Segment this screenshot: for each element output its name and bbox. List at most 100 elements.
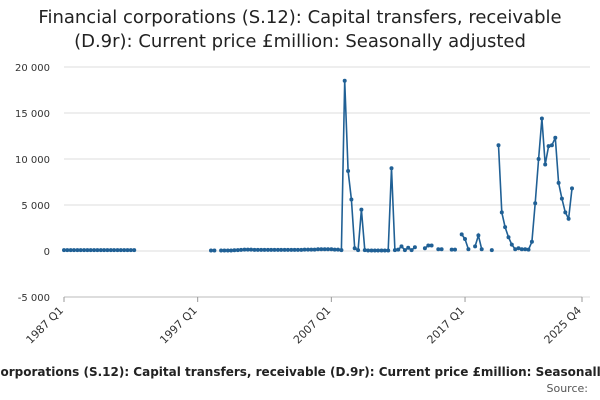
data-point[interactable] (275, 247, 280, 252)
data-point[interactable] (563, 210, 568, 215)
data-point[interactable] (212, 248, 217, 253)
data-point[interactable] (570, 186, 574, 191)
data-point[interactable] (252, 247, 257, 252)
data-point[interactable] (539, 116, 544, 121)
data-point[interactable] (242, 247, 247, 252)
data-point[interactable] (346, 169, 351, 173)
data-point[interactable] (463, 237, 467, 241)
data-point[interactable] (302, 247, 307, 252)
data-point[interactable] (429, 243, 434, 248)
data-point[interactable] (292, 247, 297, 252)
data-point[interactable] (259, 247, 264, 252)
data-point[interactable] (319, 247, 324, 252)
data-point[interactable] (412, 245, 417, 250)
data-point[interactable] (235, 248, 240, 253)
data-point[interactable] (269, 247, 274, 252)
data-point[interactable] (309, 247, 314, 252)
data-point[interactable] (556, 180, 561, 185)
data-point[interactable] (476, 233, 481, 238)
data-point[interactable] (359, 207, 364, 212)
data-point[interactable] (379, 248, 384, 253)
data-point[interactable] (439, 247, 444, 252)
data-point[interactable] (376, 248, 381, 253)
data-point[interactable] (519, 247, 524, 252)
data-point[interactable] (362, 248, 367, 253)
data-point[interactable] (506, 235, 511, 240)
data-point[interactable] (312, 247, 317, 252)
data-point[interactable] (479, 247, 484, 252)
data-point[interactable] (289, 247, 294, 252)
data-point[interactable] (85, 248, 90, 253)
data-point[interactable] (255, 247, 260, 252)
data-point[interactable] (245, 247, 250, 252)
data-point[interactable] (115, 248, 120, 253)
data-point[interactable] (349, 197, 354, 202)
data-point[interactable] (75, 248, 80, 253)
data-point[interactable] (449, 247, 454, 252)
data-point[interactable] (78, 248, 83, 253)
data-point[interactable] (279, 247, 284, 252)
data-point[interactable] (366, 248, 371, 253)
data-point[interactable] (369, 248, 374, 253)
data-point[interactable] (332, 247, 337, 252)
data-point[interactable] (68, 248, 73, 253)
data-point[interactable] (533, 201, 538, 206)
data-point[interactable] (559, 196, 564, 201)
data-point[interactable] (529, 239, 534, 244)
data-point[interactable] (118, 248, 123, 253)
data-point[interactable] (536, 157, 541, 161)
data-point[interactable] (98, 248, 103, 253)
data-point[interactable] (232, 248, 237, 253)
data-point[interactable] (509, 242, 514, 247)
data-point[interactable] (225, 248, 230, 253)
data-point[interactable] (406, 245, 411, 250)
data-point[interactable] (389, 166, 394, 171)
data-point[interactable] (566, 216, 571, 221)
data-point[interactable] (466, 247, 471, 252)
data-point[interactable] (102, 248, 107, 253)
data-point[interactable] (306, 247, 310, 252)
data-point[interactable] (249, 247, 254, 252)
data-point[interactable] (503, 225, 508, 230)
data-point[interactable] (108, 248, 113, 253)
data-point[interactable] (105, 248, 110, 253)
data-point[interactable] (262, 247, 267, 252)
data-point[interactable] (409, 248, 414, 253)
data-point[interactable] (352, 246, 357, 251)
data-point[interactable] (549, 143, 554, 148)
data-point[interactable] (396, 247, 401, 252)
data-point[interactable] (513, 247, 518, 252)
data-point[interactable] (322, 247, 327, 252)
data-point[interactable] (329, 247, 334, 252)
data-point[interactable] (543, 162, 548, 167)
data-point[interactable] (473, 244, 478, 249)
data-point[interactable] (402, 248, 407, 253)
data-point[interactable] (372, 248, 377, 253)
data-point[interactable] (392, 248, 397, 253)
data-point[interactable] (496, 143, 501, 148)
data-point[interactable] (88, 248, 93, 253)
data-point[interactable] (122, 248, 127, 253)
data-point[interactable] (222, 248, 227, 253)
data-point[interactable] (489, 248, 494, 253)
data-point[interactable] (399, 244, 404, 249)
data-point[interactable] (209, 248, 213, 253)
data-point[interactable] (272, 247, 277, 252)
data-point[interactable] (299, 247, 304, 252)
data-point[interactable] (229, 248, 234, 253)
data-point[interactable] (125, 248, 130, 253)
data-point[interactable] (459, 232, 464, 237)
data-point[interactable] (112, 248, 117, 253)
data-point[interactable] (499, 210, 504, 215)
data-point[interactable] (82, 248, 87, 253)
data-point[interactable] (316, 247, 320, 252)
data-point[interactable] (453, 247, 457, 252)
data-point[interactable] (356, 248, 361, 253)
data-point[interactable] (282, 247, 287, 252)
data-point[interactable] (339, 248, 344, 253)
data-point[interactable] (436, 247, 441, 252)
data-point[interactable] (336, 247, 340, 252)
data-point[interactable] (285, 247, 290, 252)
data-point[interactable] (95, 248, 100, 253)
data-point[interactable] (426, 243, 431, 248)
